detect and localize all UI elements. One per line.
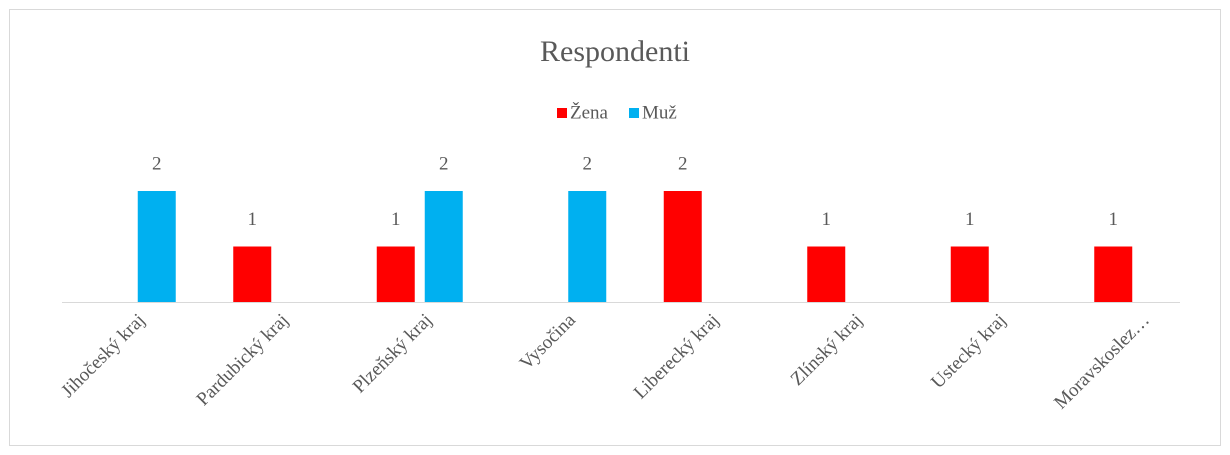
data-label: 2 <box>583 153 593 174</box>
bar <box>950 246 989 302</box>
bar <box>807 246 846 302</box>
legend-label: Žena <box>570 101 609 123</box>
legend-swatch <box>557 108 567 118</box>
data-label: 2 <box>678 153 688 174</box>
data-label: 2 <box>439 153 449 174</box>
bar <box>233 246 272 302</box>
legend-label: Muž <box>642 102 677 123</box>
data-label: 2 <box>152 153 162 174</box>
chart-title: Respondenti <box>540 35 690 68</box>
bar <box>424 191 463 302</box>
bar <box>663 191 702 302</box>
data-label: 1 <box>391 209 401 230</box>
data-label: 1 <box>1109 209 1119 230</box>
bar <box>137 191 176 302</box>
data-label: 1 <box>965 209 975 230</box>
data-label: 1 <box>822 209 832 230</box>
data-label: 1 <box>248 209 258 230</box>
bar <box>1094 246 1133 302</box>
bar <box>376 246 415 302</box>
chart-frame <box>9 9 1221 446</box>
legend-swatch <box>629 108 639 118</box>
bar <box>568 191 607 302</box>
